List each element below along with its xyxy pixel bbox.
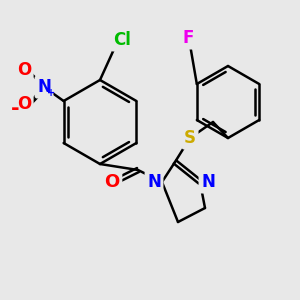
Text: O: O [104,173,120,191]
Text: N: N [147,173,161,191]
Text: O: O [17,95,31,113]
Text: -: - [11,99,19,119]
Text: N: N [201,173,215,191]
Text: F: F [182,29,194,47]
Text: +: + [47,88,55,98]
Text: Cl: Cl [113,31,131,49]
Text: O: O [17,61,31,79]
Text: N: N [37,78,51,96]
Text: S: S [184,129,196,147]
